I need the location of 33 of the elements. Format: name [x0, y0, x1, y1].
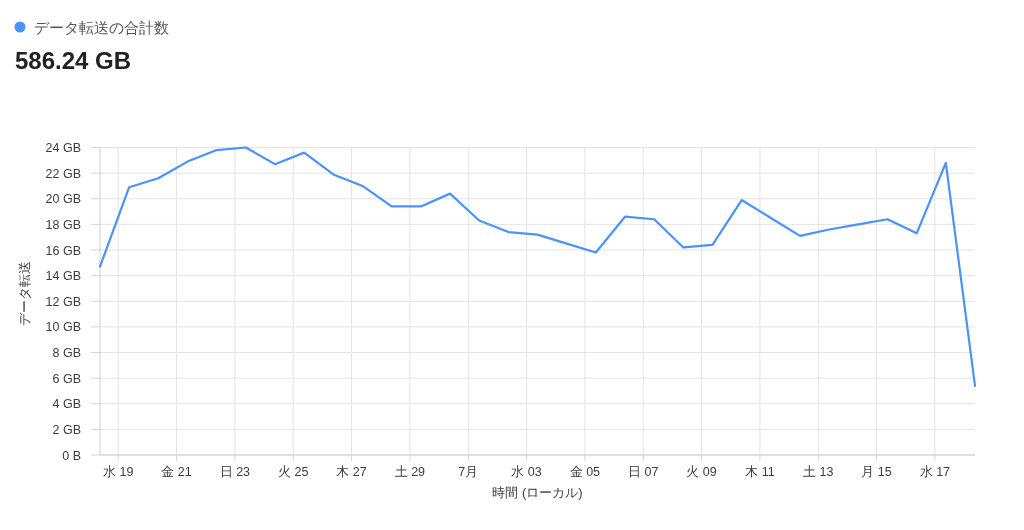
x-tick-label: 火 09 — [686, 465, 717, 479]
line-series — [98, 146, 977, 387]
x-tick-label: 金 21 — [161, 465, 192, 479]
x-tick-label: 木 11 — [745, 465, 775, 479]
y-tick-label: 18 GB — [45, 217, 81, 232]
y-tick-label: 12 GB — [45, 294, 81, 309]
x-tick-label: 土 29 — [394, 465, 426, 479]
y-tick-label: 14 GB — [45, 269, 81, 284]
y-tick-label: 22 GB — [45, 166, 81, 181]
y-tick-label: 8 GB — [52, 346, 81, 360]
x-tick-label: 日 07 — [628, 465, 659, 479]
legend-label: データ転送の合計数 — [34, 18, 169, 36]
y-tick-label: 2 GB — [52, 422, 81, 437]
y-axis-title: データ転送 — [17, 260, 32, 326]
x-tick-label: 土 13 — [803, 465, 834, 479]
x-tick-label: 日 23 — [219, 465, 251, 479]
y-tick-label: 4 GB — [52, 397, 81, 412]
x-tick-label: 火 25 — [278, 465, 309, 479]
y-tick-label: 16 GB — [45, 243, 81, 258]
x-tick-label: 金 05 — [569, 465, 601, 479]
x-tick-label: 水 19 — [103, 465, 134, 479]
y-tick-label: 6 GB — [52, 371, 81, 386]
x-tick-label: 木 27 — [336, 465, 367, 479]
x-tick-label: 水 17 — [919, 465, 951, 479]
x-axis-title: 時間 (ローカル) — [492, 485, 583, 500]
y-tick-label: 10 GB — [45, 320, 81, 335]
y-tick-label: 20 GB — [45, 192, 81, 207]
text: 586.24 GB — [15, 47, 132, 74]
x-tick-label: 7月 — [458, 465, 479, 479]
y-tick-label: 24 GB — [45, 141, 81, 155]
y-tick-label: 0 B — [62, 448, 81, 463]
x-tick-label: 月 15 — [861, 465, 892, 479]
x-tick-label: 水 03 — [511, 465, 542, 479]
